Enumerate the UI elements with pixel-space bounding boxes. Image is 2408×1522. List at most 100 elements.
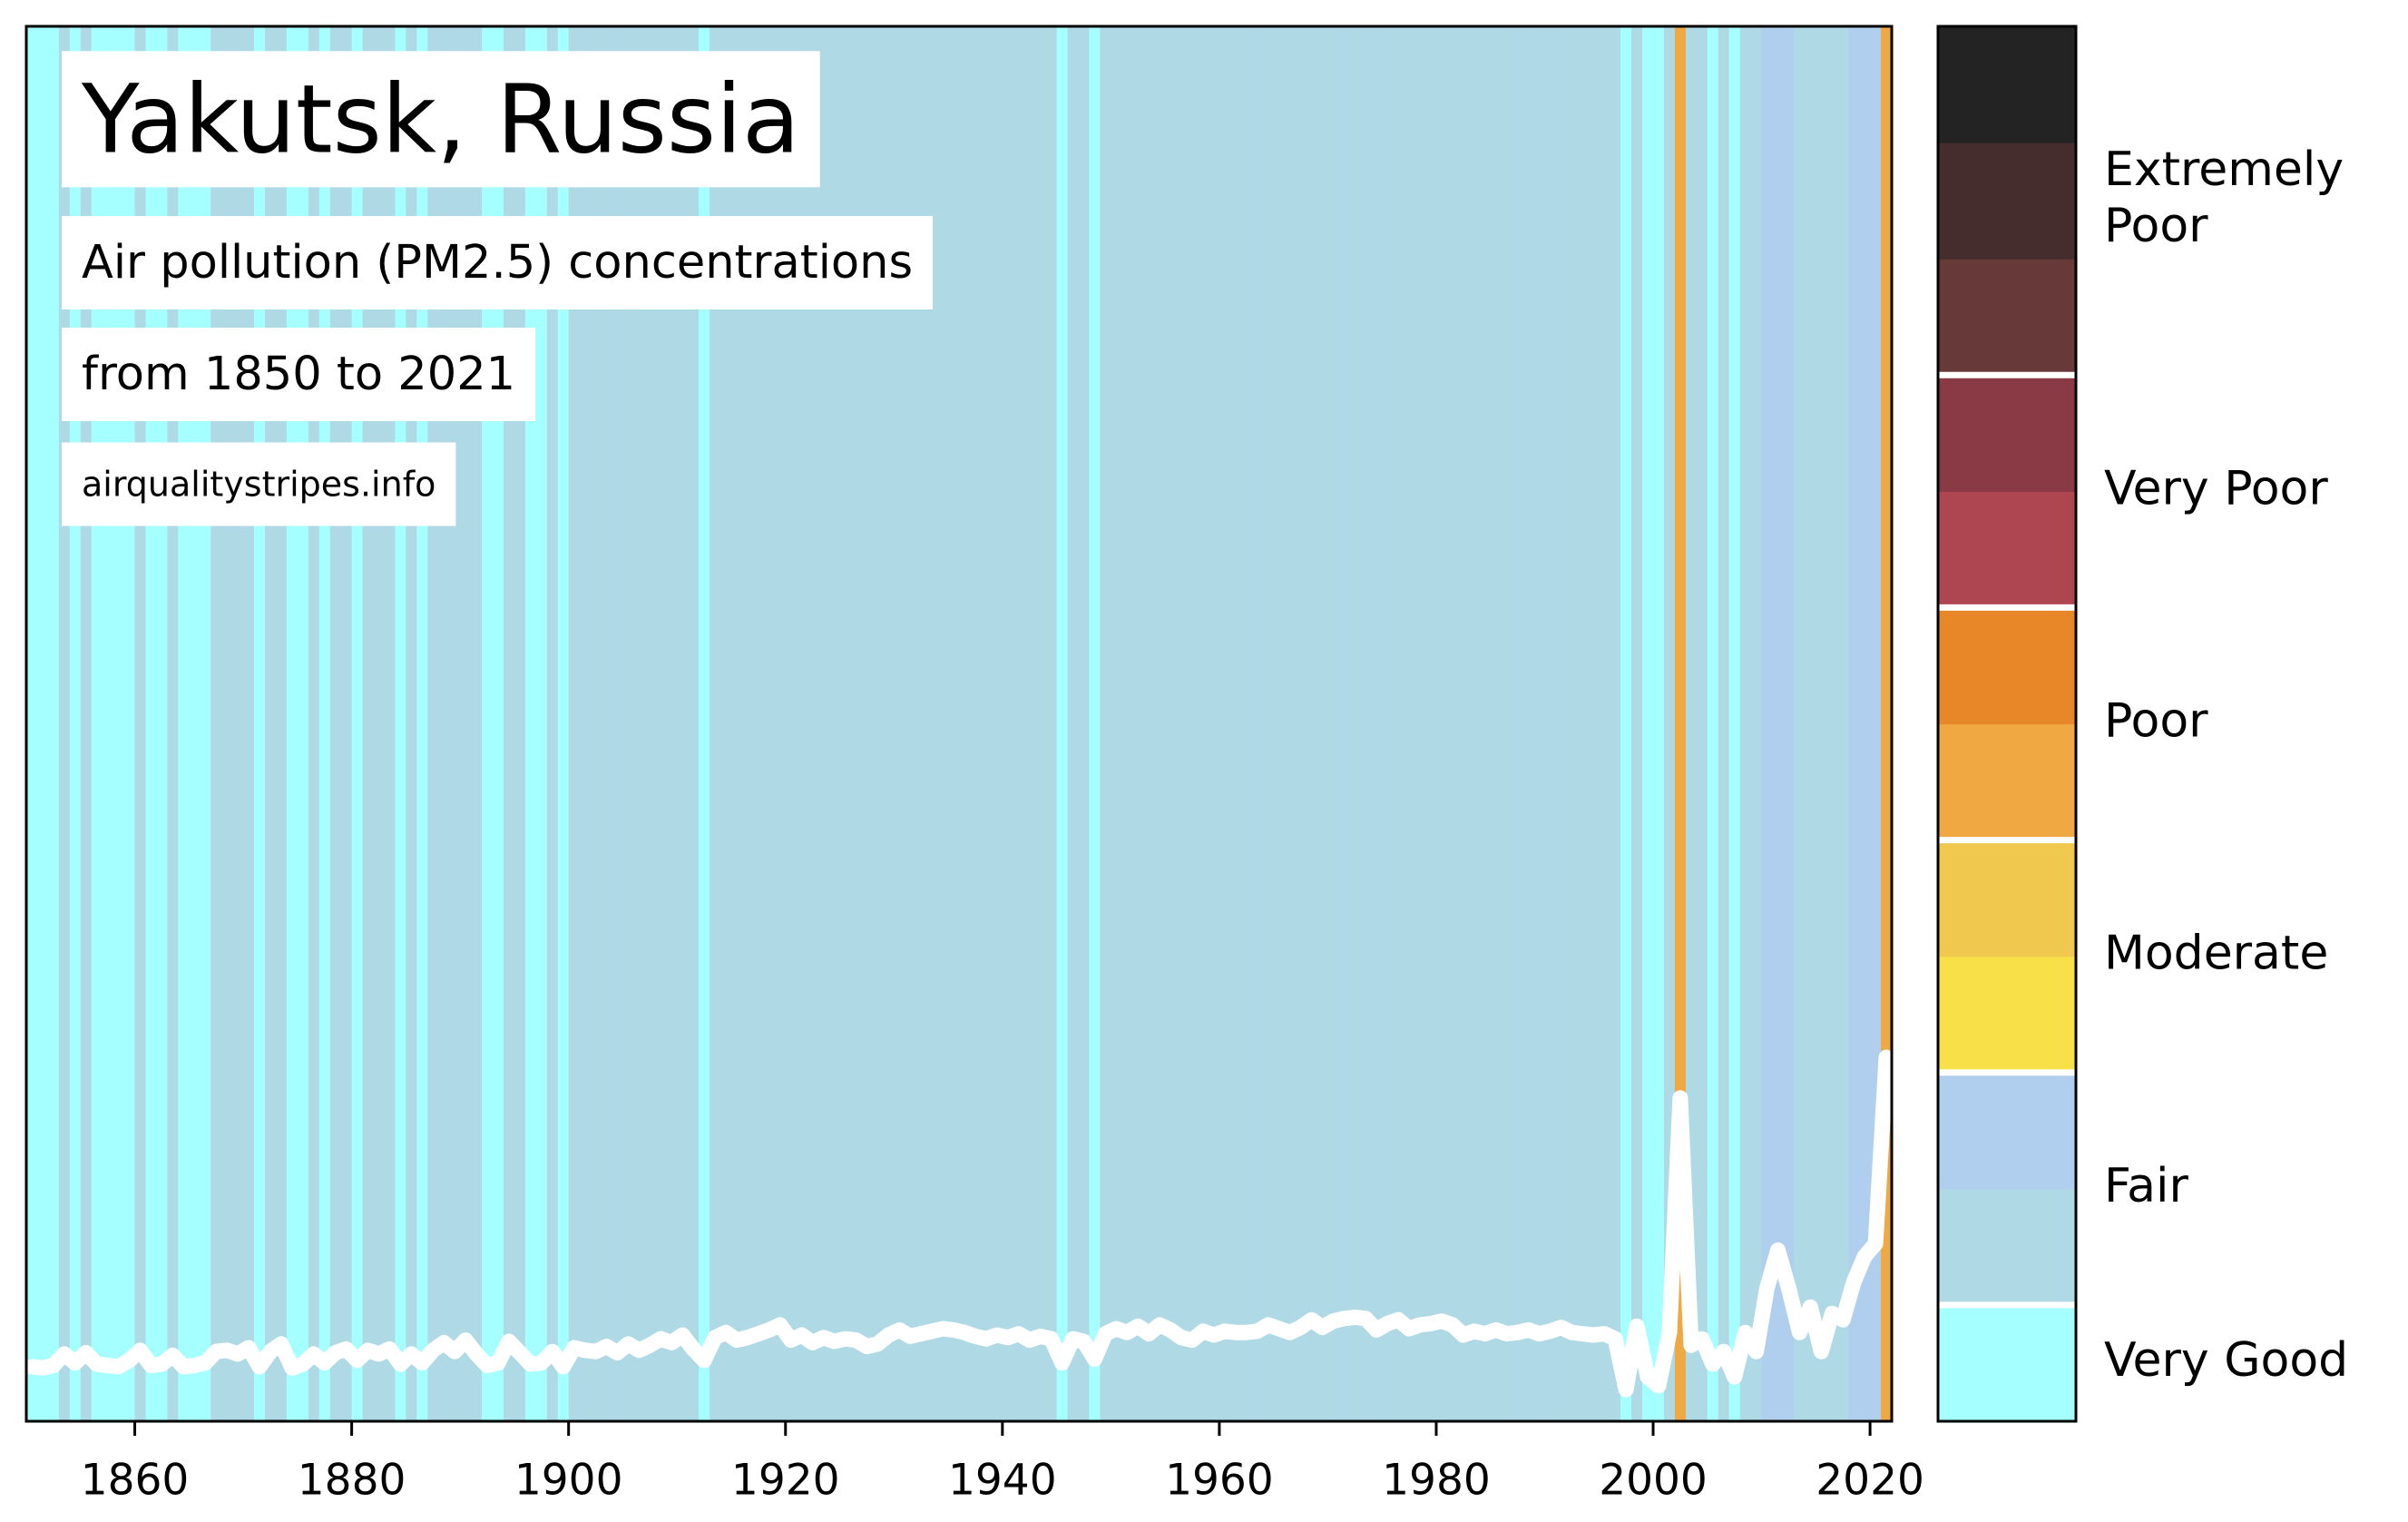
stripe [1338,26,1350,1421]
stripe [1013,26,1025,1421]
stripe [1240,26,1253,1421]
stripe [1317,26,1329,1421]
stripe [1219,26,1231,1421]
stripe [579,26,592,1421]
stripe [612,26,624,1421]
stripe [1251,26,1264,1421]
stripe [26,26,38,1421]
x-tick-label: 2020 [1816,1456,1924,1506]
stripe [1696,26,1708,1421]
x-axis: 1860 1880 1900 1920 1940 1960 1980 2000 2020 [81,1421,1924,1506]
stripe [1034,26,1047,1421]
stripe [1468,26,1481,1421]
stripe [677,26,689,1421]
stripe [655,26,667,1421]
text-boxes: Yakutsk, Russia Air pollution (PM2.5) co… [62,51,934,526]
stripe [1154,26,1166,1421]
stripe [1284,26,1297,1421]
stripe [883,26,895,1421]
stripe [1522,26,1535,1421]
x-tick-label: 1960 [1165,1456,1274,1506]
stripe [1089,26,1101,1421]
stripe [1794,26,1806,1421]
stripe [1382,26,1394,1421]
stripe [752,26,765,1421]
stripe [1273,26,1286,1421]
line-layer [26,1049,1892,1398]
stripe [828,26,841,1421]
stripe [601,26,613,1421]
stripe [1327,26,1339,1421]
stripe [1056,26,1069,1421]
colorbar-band [1938,1072,2076,1190]
colorbar-label: Moderate [2104,927,2328,981]
stripe [1371,26,1383,1421]
stripe [839,26,852,1421]
stripe [1501,26,1513,1421]
colorbar-band [1938,1304,2076,1422]
colorbar-band [1938,142,2076,260]
stripe [937,26,949,1421]
colorbar-band [1938,840,2076,957]
stripe [1588,26,1600,1421]
stripe [1674,26,1687,1421]
stripe [872,26,884,1421]
stripe [557,26,570,1421]
colorbar-label: Poor [2104,199,2208,253]
colorbar-label: Fair [2104,1159,2188,1213]
stripe [1826,26,1838,1421]
stripe [959,26,971,1421]
stripe [763,26,776,1421]
text-box [62,51,820,188]
stripe [1555,26,1567,1421]
colorbar: Very Good Fair Moderate Poor Very Poor Extrem… [1936,25,2348,1423]
stripe [644,26,656,1421]
stripe [1023,26,1036,1421]
stripe [1414,26,1426,1421]
stripe [546,26,559,1421]
stripe [1610,26,1621,1421]
stripe [1653,26,1665,1421]
stripe [1197,26,1209,1421]
stripe [1566,26,1578,1421]
stripe [817,26,830,1421]
x-tick-label: 2000 [1599,1456,1708,1506]
chart-period: from 1850 to 2021 [82,348,515,401]
chart-subtitle: Air pollution (PM2.5) concentrations [82,236,913,290]
stripe [1544,26,1557,1421]
colorbar-band [1938,491,2076,609]
stripe [1100,26,1111,1421]
colorbar-band [1938,723,2076,841]
stripe [1208,26,1220,1421]
pm25-line [26,1049,1892,1398]
stripe [1078,26,1091,1421]
stripe [1393,26,1405,1421]
stripe [1295,26,1307,1421]
plot-frame [24,25,1894,1423]
stripe [1111,26,1122,1421]
stripe [622,26,634,1421]
stripe [1176,26,1188,1421]
x-tick-label: 1920 [731,1456,840,1506]
stripe [1631,26,1643,1421]
x-tick-label: 1940 [948,1456,1057,1506]
colorbar-label: Poor [2104,694,2208,749]
stripe [720,26,732,1421]
stripe [535,26,548,1421]
chart-title: Yakutsk, Russia [81,64,800,174]
text-box [62,216,934,309]
stripe [1783,26,1796,1421]
stripe [1435,26,1448,1421]
stripe [1642,26,1654,1421]
stripe [47,26,60,1421]
stripe [1360,26,1372,1421]
stripe [1685,26,1698,1421]
stripe [807,26,819,1421]
colorbar-label: Very Good [2104,1333,2348,1388]
stripe [1859,26,1871,1421]
stripe [1002,26,1014,1421]
stripe [710,26,721,1421]
stripe [1143,26,1155,1421]
stripe [1750,26,1763,1421]
